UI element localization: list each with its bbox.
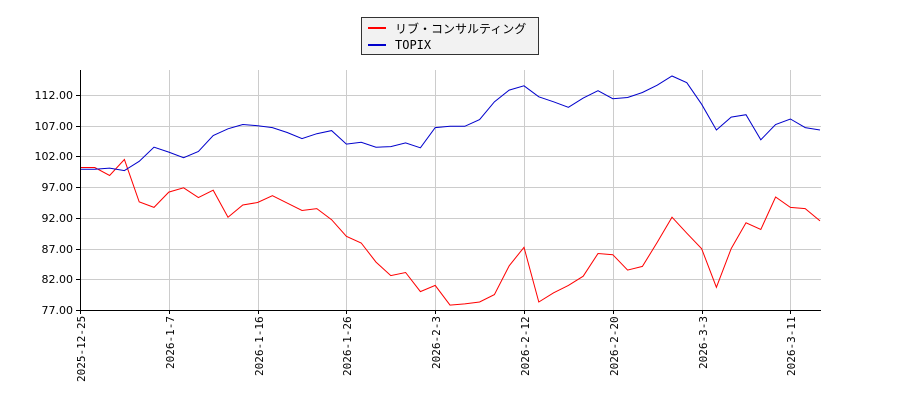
legend-label: リブ・コンサルティング — [395, 21, 527, 36]
legend-item-rib-consulting: リブ・コンサルティング — [368, 20, 526, 36]
y-tick-label: 97.00 — [41, 180, 74, 194]
x-tick-label: 2026-1-16 — [252, 316, 266, 376]
data-series — [80, 75, 821, 306]
axes — [76, 70, 821, 314]
legend-item-topix: TOPIX — [368, 37, 431, 53]
legend-label: TOPIX — [395, 38, 432, 52]
x-tick-label: 2026-1-7 — [163, 316, 177, 369]
x-tick-label: 2026-2-3 — [429, 316, 443, 369]
y-tick-label: 77.00 — [41, 303, 74, 317]
y-tick-label: 82.00 — [41, 272, 74, 286]
legend: リブ・コンサルティング TOPIX — [361, 17, 539, 55]
grid-lines — [80, 70, 821, 310]
y-tick-label: 87.00 — [41, 242, 74, 256]
y-tick-label: 92.00 — [41, 211, 74, 225]
y-tick-label: 112.00 — [34, 88, 74, 102]
y-tick-label: 102.00 — [34, 149, 74, 163]
legend-swatch-red — [368, 27, 386, 29]
y-tick-label: 107.00 — [34, 119, 74, 133]
legend-swatch-blue — [368, 44, 386, 46]
x-tick-label: 2026-2-20 — [607, 316, 621, 376]
x-tick-label: 2026-1-26 — [340, 316, 354, 376]
x-tick-label: 2026-3-3 — [696, 316, 710, 369]
x-tick-label: 2026-3-11 — [784, 316, 798, 376]
x-tick-label: 2026-2-12 — [518, 316, 532, 376]
x-tick-label: 2025-12-25 — [74, 315, 88, 382]
